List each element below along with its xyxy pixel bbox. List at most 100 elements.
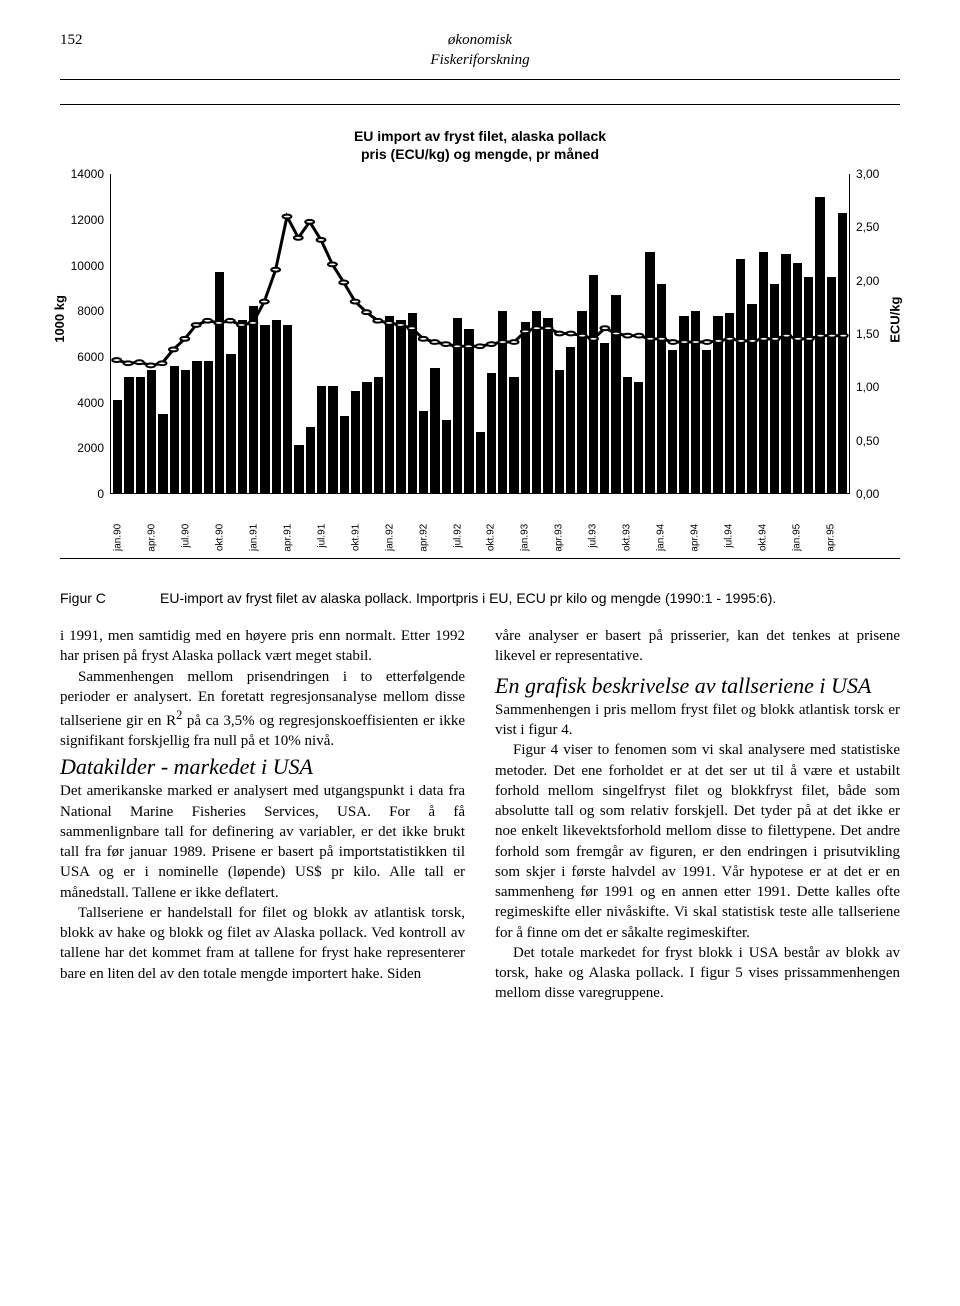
body-paragraph: Datakilder - markedet i USA Det amerikan… bbox=[60, 752, 465, 903]
chart-bar bbox=[736, 259, 745, 494]
chart-bar bbox=[781, 254, 790, 493]
chart-bar bbox=[204, 361, 213, 493]
chart-bar bbox=[611, 295, 620, 493]
chart-bar: jan.93 bbox=[521, 322, 530, 493]
chart-bar bbox=[238, 320, 247, 493]
chart-bar bbox=[430, 368, 439, 493]
x-tick-label: jul.92 bbox=[451, 524, 465, 548]
chart-bar bbox=[272, 320, 281, 493]
y-right-tick: 2,00 bbox=[856, 273, 879, 289]
x-tick-label: jan.92 bbox=[383, 524, 397, 551]
y-right-tick: 1,00 bbox=[856, 380, 879, 396]
section-heading: En grafisk beskrivelse av tallseriene i … bbox=[495, 673, 900, 698]
chart-title: EU import av fryst filet, alaska pollack… bbox=[60, 127, 900, 165]
body-paragraph: våre analyser er basert på prisserier, k… bbox=[495, 626, 900, 667]
x-tick-label: jan.93 bbox=[519, 524, 533, 551]
page-number: 152 bbox=[60, 30, 120, 71]
chart-bar bbox=[747, 304, 756, 493]
chart-bar bbox=[306, 427, 315, 493]
y-left-tick: 8000 bbox=[77, 303, 104, 319]
y-left-tick: 6000 bbox=[77, 349, 104, 365]
section-heading: Datakilder - markedet i USA bbox=[60, 754, 313, 779]
chart-bar bbox=[328, 386, 337, 493]
chart-bar: apr.92 bbox=[419, 411, 428, 493]
x-tick-label: apr.91 bbox=[281, 524, 295, 552]
chart-plot-area: jan.90apr.90jul.90okt.90jan.91apr.91jul.… bbox=[110, 174, 850, 494]
figure-caption: Figur C EU-import av fryst filet av alas… bbox=[60, 589, 900, 608]
x-tick-label: apr.94 bbox=[689, 524, 703, 552]
chart-bar bbox=[702, 350, 711, 494]
chart-bar: jul.93 bbox=[589, 275, 598, 494]
x-tick-label: jul.93 bbox=[587, 524, 601, 548]
y-right-tick: 3,00 bbox=[856, 166, 879, 182]
chart-bar: okt.91 bbox=[351, 391, 360, 494]
chart-bar bbox=[668, 350, 677, 494]
chart-bar bbox=[577, 311, 586, 493]
y-right-tick: 1,50 bbox=[856, 326, 879, 342]
chart-bar: apr.90 bbox=[147, 370, 156, 493]
chart-bar bbox=[442, 420, 451, 493]
x-tick-label: jan.95 bbox=[791, 524, 805, 551]
x-tick-label: jan.91 bbox=[247, 524, 261, 551]
x-tick-label: okt.91 bbox=[349, 524, 363, 551]
chart-bar bbox=[226, 354, 235, 493]
chart-bar bbox=[396, 320, 405, 493]
chart-bar bbox=[408, 313, 417, 493]
chart-bar bbox=[340, 416, 349, 493]
chart-bar bbox=[566, 347, 575, 493]
chart-bar: jul.91 bbox=[317, 386, 326, 493]
chart-bar: jan.95 bbox=[793, 263, 802, 493]
chart-bar: jul.90 bbox=[181, 370, 190, 493]
body-paragraph: Figur 4 viser to fenomen som vi skal ana… bbox=[495, 740, 900, 943]
body-columns: i 1991, men samtidig med en høyere pris … bbox=[60, 626, 900, 1004]
y-right-tick: 2,50 bbox=[856, 220, 879, 236]
chart-bar bbox=[804, 277, 813, 493]
chart-bar bbox=[543, 318, 552, 493]
chart-bar: apr.94 bbox=[691, 311, 700, 493]
y-right-axis: ECU/kg 0,000,501,001,502,002,503,00 bbox=[850, 174, 900, 494]
x-tick-label: jul.94 bbox=[723, 524, 737, 548]
chart-bar: jan.92 bbox=[385, 316, 394, 494]
chart-bar: okt.90 bbox=[215, 272, 224, 493]
y-right-tick: 0,00 bbox=[856, 486, 879, 502]
chart-bar bbox=[645, 252, 654, 494]
chart-bar bbox=[192, 361, 201, 493]
page-header: 152 økonomisk Fiskeriforskning bbox=[60, 30, 900, 71]
chart-bar bbox=[634, 382, 643, 494]
chart-bar bbox=[679, 316, 688, 494]
chart-bar: jan.91 bbox=[249, 306, 258, 493]
x-tick-label: apr.92 bbox=[417, 524, 431, 552]
chart-bar bbox=[294, 445, 303, 493]
y-left-tick: 0 bbox=[97, 486, 104, 502]
y-left-axis: 1000 kg 02000400060008000100001200014000 bbox=[60, 174, 110, 494]
chart-bar: okt.93 bbox=[623, 377, 632, 493]
x-tick-label: jan.94 bbox=[655, 524, 669, 551]
x-tick-label: okt.94 bbox=[757, 524, 771, 551]
x-tick-label: jan.90 bbox=[111, 524, 125, 551]
figure-c-chart: EU import av fryst filet, alaska pollack… bbox=[60, 104, 900, 560]
chart-bar bbox=[815, 197, 824, 493]
chart-bar: jul.94 bbox=[725, 313, 734, 493]
chart-bar bbox=[170, 366, 179, 494]
caption-label: Figur C bbox=[60, 589, 160, 608]
chart-bar: jul.92 bbox=[453, 318, 462, 493]
chart-bar: apr.93 bbox=[555, 370, 564, 493]
chart-bar bbox=[498, 311, 507, 493]
x-tick-label: apr.95 bbox=[825, 524, 839, 552]
x-tick-label: okt.92 bbox=[485, 524, 499, 551]
body-paragraph: i 1991, men samtidig med en høyere pris … bbox=[60, 626, 465, 667]
x-tick-label: jul.91 bbox=[315, 524, 329, 548]
y-right-tick: 0,50 bbox=[856, 433, 879, 449]
journal-title: økonomisk Fiskeriforskning bbox=[120, 30, 840, 71]
y-left-tick: 2000 bbox=[77, 440, 104, 456]
chart-bar: jan.90 bbox=[113, 400, 122, 493]
left-column: i 1991, men samtidig med en høyere pris … bbox=[60, 626, 465, 1004]
chart-bar bbox=[136, 377, 145, 493]
chart-bar bbox=[158, 414, 167, 494]
chart-bar: apr.95 bbox=[827, 277, 836, 493]
chart-bar bbox=[600, 343, 609, 493]
y-left-tick: 4000 bbox=[77, 395, 104, 411]
x-tick-label: okt.90 bbox=[213, 524, 227, 551]
chart-bar bbox=[374, 377, 383, 493]
x-tick-label: jul.90 bbox=[179, 524, 193, 548]
